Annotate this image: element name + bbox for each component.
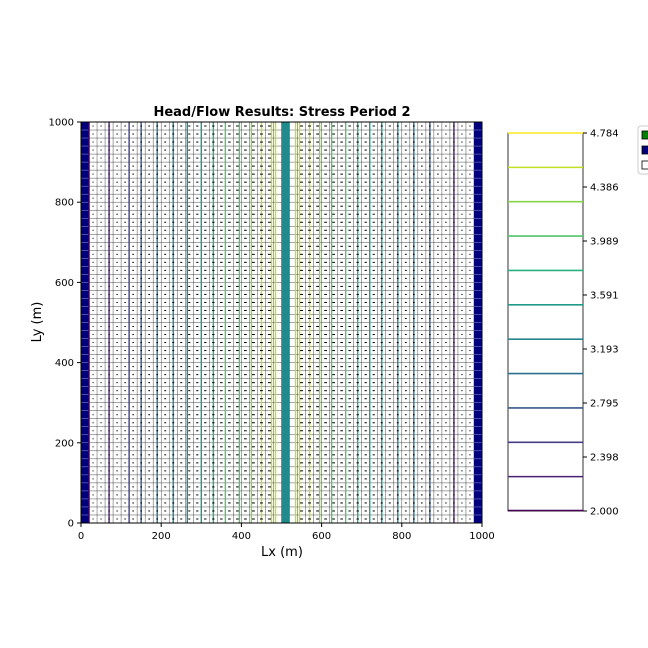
x-axis-label: Lx (m) — [261, 545, 303, 560]
colorbar: 4.784 4.386 3.989 3.591 3.193 2.795 2.398 2.000 — [507, 129, 619, 518]
colorbar-tick-label: 4.386 — [590, 183, 619, 194]
colorbar-tick-label: 3.591 — [590, 291, 619, 302]
contour-lines — [88, 122, 455, 523]
legend-entries — [641, 130, 648, 170]
legend-swatch — [641, 130, 648, 140]
x-tick-label: 800 — [392, 531, 411, 542]
y-axis-label: Ly (m) — [30, 302, 45, 343]
colorbar-lines — [508, 132, 583, 512]
flow-vector-marks — [92, 125, 471, 520]
x-tick-label: 0 — [78, 531, 84, 542]
x-axis-ticks: 0 200 400 600 800 1000 — [78, 523, 495, 542]
legend — [637, 125, 648, 175]
y-axis-ticks: 0 200 400 600 800 1000 — [49, 118, 81, 530]
colorbar-tick-label: 2.000 — [590, 507, 619, 518]
y-tick-label: 1000 — [49, 118, 74, 129]
colorbar-tick-label: 4.784 — [590, 129, 619, 140]
x-tick-label: 600 — [312, 531, 331, 542]
x-tick-label: 200 — [152, 531, 171, 542]
colorbar-tick-label: 3.193 — [590, 345, 619, 356]
x-tick-label: 1000 — [469, 531, 494, 542]
colorbar-frame — [507, 132, 584, 512]
legend-swatch — [641, 160, 648, 170]
y-tick-label: 600 — [55, 278, 74, 289]
plot-frame — [80, 121, 483, 524]
legend-swatch — [641, 145, 648, 155]
colorbar-tick-label: 2.398 — [590, 453, 619, 464]
boundary-columns — [81, 121, 482, 524]
center-column-fill — [281, 122, 290, 523]
y-tick-label: 200 — [55, 438, 74, 449]
colorbar-ticks: 4.784 4.386 3.989 3.591 3.193 2.795 2.398 2.000 — [583, 129, 619, 518]
colorbar-tick-label: 3.989 — [590, 237, 619, 248]
y-tick-label: 400 — [55, 358, 74, 369]
center-column — [281, 122, 290, 523]
colorbar-tick-label: 2.795 — [590, 399, 619, 410]
y-tick-label: 0 — [68, 519, 74, 530]
chart-title: Head/Flow Results: Stress Period 2 — [153, 105, 410, 120]
y-tick-label: 800 — [55, 198, 74, 209]
plot-area — [80, 121, 483, 524]
x-tick-label: 400 — [232, 531, 251, 542]
